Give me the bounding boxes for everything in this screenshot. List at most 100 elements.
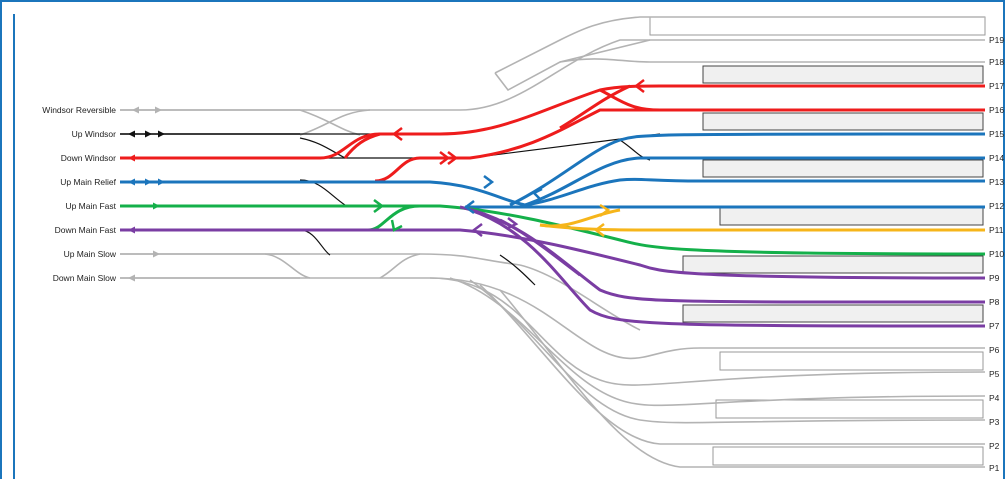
orange-tracks	[539, 208, 985, 232]
track-orange-p11	[539, 223, 985, 232]
arrow-red-1	[391, 127, 403, 141]
track-black-cross-3	[299, 229, 331, 256]
track-p18	[559, 58, 985, 63]
lead-arrow-down-windsor-0	[128, 154, 135, 162]
lead-arrow-up-main-relief-0	[128, 178, 135, 186]
track-black-cross-1	[299, 137, 346, 159]
crossover-1	[299, 109, 371, 136]
arrow-red-3	[447, 151, 459, 165]
arrow-red-4	[633, 79, 645, 93]
track-purple-p7	[469, 208, 986, 328]
track-black-cross-2	[299, 179, 346, 206]
platform-box-p1-2	[712, 446, 984, 466]
track-crossover-slow	[519, 264, 641, 331]
track-p5	[429, 277, 986, 386]
label-up-main-fast: Up Main Fast	[65, 201, 116, 211]
platform-label-p7: P7	[989, 321, 1000, 331]
platform-box-p17-18	[702, 65, 984, 84]
lead-arrow-up-main-fast-0	[153, 202, 160, 210]
blue-tracks	[120, 132, 986, 209]
track-red-crossover	[559, 84, 631, 130]
lead-arrow-up-windsor-2	[158, 130, 165, 138]
platform-box-p11-12	[719, 207, 984, 226]
line-labels: Windsor Reversible Up Windsor Down Winds…	[42, 105, 117, 283]
platform-label-p10: P10	[989, 249, 1004, 259]
platform-label-p13: P13	[989, 177, 1004, 187]
direction-arrows	[373, 79, 645, 237]
track-black-cross-4	[499, 254, 536, 286]
track-red-link	[343, 132, 381, 159]
arrow-blue-2	[463, 200, 475, 214]
platform-label-p18: P18	[989, 57, 1004, 67]
lead-arrow-down-main-fast-0	[128, 226, 135, 234]
lead-arrows	[120, 106, 300, 282]
lead-arrow-up-main-relief-1	[145, 178, 152, 186]
arrow-orange-2	[593, 223, 605, 237]
platform-boxes	[649, 16, 986, 466]
arrow-green-2	[390, 219, 403, 232]
track-windsor-reversible	[120, 39, 985, 111]
platform-label-p6: P6	[989, 345, 1000, 355]
crossover-2	[264, 253, 421, 279]
label-up-main-slow: Up Main Slow	[64, 249, 117, 259]
platform-box-p9-10	[682, 255, 984, 274]
platform-label-p1: P1	[989, 463, 1000, 473]
platform-label-p19: P19	[989, 35, 1004, 45]
platform-label-p15: P15	[989, 129, 1004, 139]
track-p4	[449, 277, 986, 407]
arrow-orange-1	[599, 203, 611, 217]
lead-arrow-down-main-slow-0	[128, 274, 135, 282]
platform-box-p15-16	[702, 112, 984, 131]
purple-tracks	[120, 205, 986, 328]
platform-label-p11: P11	[989, 225, 1004, 235]
label-up-windsor: Up Windsor	[72, 129, 117, 139]
track-blue-p15	[509, 132, 986, 207]
red-tracks	[120, 84, 985, 183]
track-up-main-relief-p13	[120, 177, 985, 207]
label-down-main-fast: Down Main Fast	[55, 225, 117, 235]
lead-arrow-up-windsor-1	[145, 130, 152, 138]
platform-label-p12: P12	[989, 201, 1004, 211]
track-orange-p12-link	[539, 208, 621, 228]
track-down-main-fast-p9	[120, 228, 986, 280]
track-down-main-slow-p6	[120, 277, 985, 360]
arrow-red-2	[439, 151, 451, 165]
track-p19-siding	[494, 16, 985, 92]
platform-label-p14: P14	[989, 153, 1004, 163]
platform-box-p5-6	[719, 351, 984, 371]
lead-arrow-windsor-reversible-1	[155, 106, 162, 114]
platform-box-p3-4	[715, 399, 984, 419]
track-p1	[499, 289, 985, 468]
track-p3	[469, 279, 986, 424]
arrow-blue-1	[483, 175, 495, 189]
arrow-blue-3	[531, 187, 543, 200]
label-down-windsor: Down Windsor	[61, 153, 116, 163]
track-p2	[479, 284, 985, 445]
track-purple-crossover	[499, 218, 581, 277]
track-red-p16-b	[374, 108, 985, 183]
lead-arrow-up-main-relief-2	[158, 178, 165, 186]
arrow-purple-2	[507, 217, 519, 230]
label-windsor-reversible: Windsor Reversible	[42, 105, 116, 115]
arrow-green-1	[373, 199, 385, 213]
lead-arrow-up-windsor-0	[128, 130, 135, 138]
arrow-purple-1	[471, 223, 483, 237]
label-up-main-relief: Up Main Relief	[60, 177, 116, 187]
platform-label-p16: P16	[989, 105, 1004, 115]
label-down-main-slow: Down Main Slow	[53, 273, 117, 283]
track-up-main-fast-p10	[120, 204, 986, 256]
platform-label-p4: P4	[989, 393, 1000, 403]
inactive-tracks	[120, 16, 986, 468]
platform-label-p17: P17	[989, 81, 1004, 91]
platform-label-p5: P5	[989, 369, 1000, 379]
track-blue-p14	[524, 156, 985, 207]
track-up-main-slow	[120, 253, 521, 266]
platform-box-p13-14	[702, 159, 984, 178]
platform-box-p7-8	[682, 304, 984, 323]
platform-label-p2: P2	[989, 441, 1000, 451]
platform-label-p8: P8	[989, 297, 1000, 307]
platform-labels: P19 P18 P17 P16 P15 P14 P13 P12 P11 P10 …	[989, 35, 1004, 473]
platform-box-p19	[649, 16, 986, 36]
